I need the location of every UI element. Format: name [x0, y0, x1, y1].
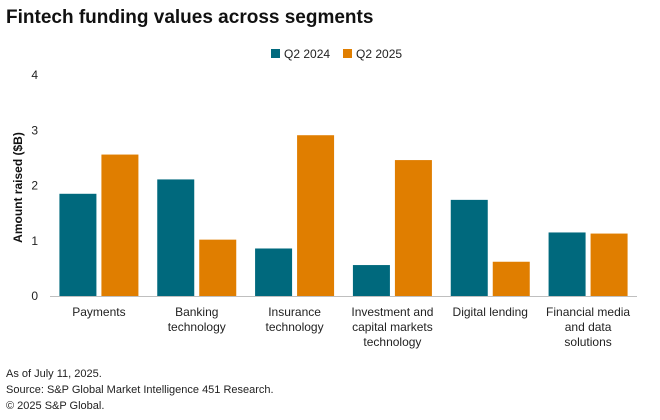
bar-2-0 — [255, 248, 293, 296]
x-tick-label-line: Digital lending — [453, 305, 528, 319]
y-axis-label: Amount raised ($B) — [11, 132, 25, 243]
x-tick-label-line: capital markets — [352, 320, 433, 334]
x-tick-label-line: Insurance — [268, 305, 321, 319]
y-axis: 0 1 2 3 4 Amount raised ($B) — [11, 68, 38, 303]
bar-1-0 — [157, 179, 195, 296]
y-tick-label: 2 — [31, 179, 38, 193]
bar-0-0 — [59, 193, 97, 296]
bar-5-1 — [590, 233, 628, 296]
bar-2-1 — [297, 135, 335, 296]
legend: Q2 2024 Q2 2025 — [271, 47, 402, 61]
x-tick-label-line: Financial media — [546, 305, 630, 319]
footer-source: Source: S&P Global Market Intelligence 4… — [6, 384, 274, 396]
bars — [59, 135, 628, 296]
x-tick-label: Banking technology — [168, 305, 226, 334]
x-tick-label-line: solutions — [564, 335, 611, 349]
bar-3-1 — [394, 160, 432, 296]
bar-0-1 — [101, 154, 139, 296]
footer-note: As of July 11, 2025. — [6, 368, 102, 380]
legend-swatch-0 — [271, 49, 280, 58]
x-tick-label: Investment and capital markets technology — [351, 305, 433, 349]
legend-label-1: Q2 2025 — [356, 47, 402, 61]
y-tick-label: 3 — [31, 123, 38, 137]
bar-chart: Q2 2024 Q2 2025 0 1 2 3 4 Amount raised ($B) P… — [11, 47, 637, 349]
footer-copyright: © 2025 S&P Global. — [6, 400, 105, 412]
chart-title: Fintech funding values across segments — [6, 7, 374, 28]
x-tick-label-line: technology — [363, 335, 421, 349]
x-tick-label: Financial media and data solutions — [546, 305, 630, 349]
x-tick-label: Digital lending — [453, 305, 528, 319]
legend-label-0: Q2 2024 — [284, 47, 330, 61]
legend-swatch-1 — [343, 49, 352, 58]
x-tick-label-line: Payments — [72, 305, 125, 319]
bar-3-0 — [352, 265, 390, 296]
x-tick-label-line: Banking — [175, 305, 218, 319]
y-tick-label: 4 — [31, 68, 38, 82]
y-tick-label: 1 — [31, 234, 38, 248]
bar-5-0 — [548, 232, 586, 296]
y-tick-label: 0 — [31, 289, 38, 303]
bar-4-1 — [492, 261, 530, 296]
x-tick-label-line: technology — [168, 320, 226, 334]
bar-4-0 — [450, 199, 488, 296]
x-tick-label: Insurance technology — [266, 305, 324, 334]
footer: As of July 11, 2025. Source: S&P Global … — [6, 366, 274, 414]
x-tick-label-line: technology — [266, 320, 324, 334]
bar-1-1 — [199, 239, 237, 296]
x-tick-label: Payments — [72, 305, 125, 319]
x-tick-label-line: and data — [565, 320, 612, 334]
x-tick-label-line: Investment and — [351, 305, 433, 319]
